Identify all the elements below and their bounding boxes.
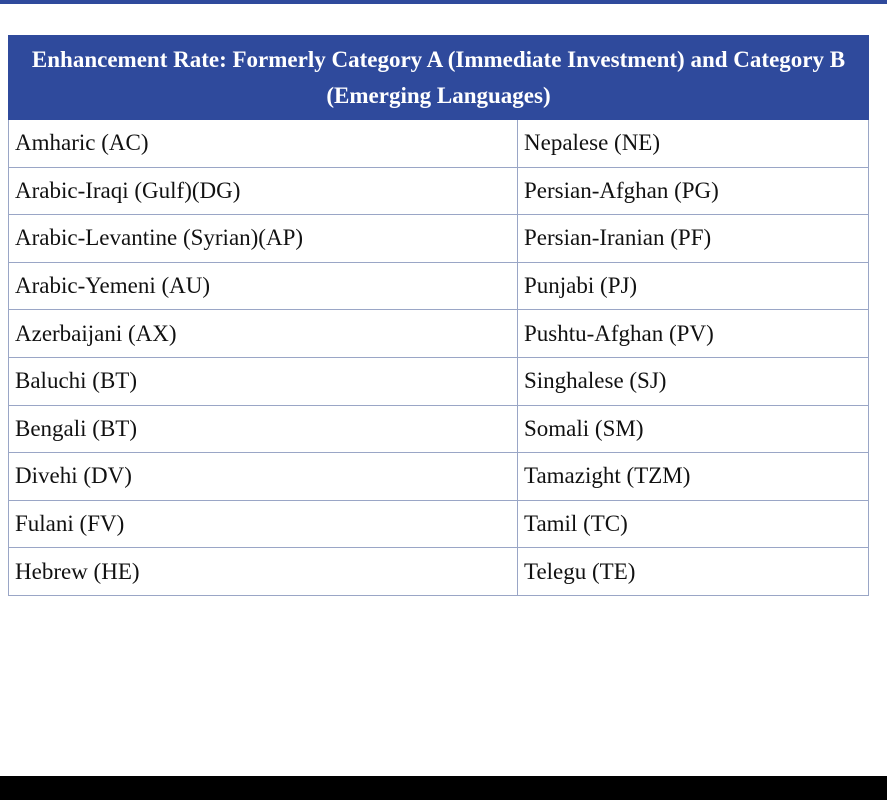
table-row: Azerbaijani (AX) Pushtu-Afghan (PV) <box>8 309 869 358</box>
table-row: Arabic-Levantine (Syrian)(AP) Persian-Ir… <box>8 214 869 263</box>
language-cell-left: Hebrew (HE) <box>8 547 518 596</box>
language-cell-left: Arabic-Levantine (Syrian)(AP) <box>8 214 518 263</box>
language-cell-right: Somali (SM) <box>517 404 869 454</box>
language-cell-right: Singhalese (SJ) <box>517 356 869 406</box>
language-cell-right: Telegu (TE) <box>517 547 869 596</box>
language-cell-left: Divehi (DV) <box>8 452 518 501</box>
enhancement-rate-table: Enhancement Rate: Formerly Category A (I… <box>8 35 869 596</box>
table-row: Hebrew (HE) Telegu (TE) <box>8 547 869 596</box>
table-row: Arabic-Iraqi (Gulf)(DG) Persian-Afghan (… <box>8 166 869 216</box>
language-cell-right: Pushtu-Afghan (PV) <box>517 309 869 358</box>
bottom-system-bar <box>0 776 887 800</box>
language-cell-right: Tamil (TC) <box>517 499 869 549</box>
language-cell-left: Arabic-Yemeni (AU) <box>8 261 518 311</box>
table-row: Amharic (AC) Nepalese (NE) <box>8 119 869 168</box>
language-cell-left: Baluchi (BT) <box>8 356 518 406</box>
table-row: Divehi (DV) Tamazight (TZM) <box>8 452 869 501</box>
language-cell-right: Tamazight (TZM) <box>517 452 869 501</box>
table-row: Bengali (BT) Somali (SM) <box>8 404 869 454</box>
language-cell-left: Arabic-Iraqi (Gulf)(DG) <box>8 166 518 216</box>
top-accent-bar <box>0 0 887 4</box>
language-cell-left: Amharic (AC) <box>8 119 518 168</box>
language-cell-left: Azerbaijani (AX) <box>8 309 518 358</box>
table-header-row: Enhancement Rate: Formerly Category A (I… <box>8 35 869 120</box>
language-cell-right: Persian-Iranian (PF) <box>517 214 869 263</box>
language-cell-right: Punjabi (PJ) <box>517 261 869 311</box>
table-header: Enhancement Rate: Formerly Category A (I… <box>8 35 869 120</box>
table-row: Baluchi (BT) Singhalese (SJ) <box>8 356 869 406</box>
language-cell-left: Fulani (FV) <box>8 499 518 549</box>
language-cell-left: Bengali (BT) <box>8 404 518 454</box>
table-row: Arabic-Yemeni (AU) Punjabi (PJ) <box>8 261 869 311</box>
table-row: Fulani (FV) Tamil (TC) <box>8 499 869 549</box>
language-cell-right: Persian-Afghan (PG) <box>517 166 869 216</box>
language-cell-right: Nepalese (NE) <box>517 119 869 168</box>
